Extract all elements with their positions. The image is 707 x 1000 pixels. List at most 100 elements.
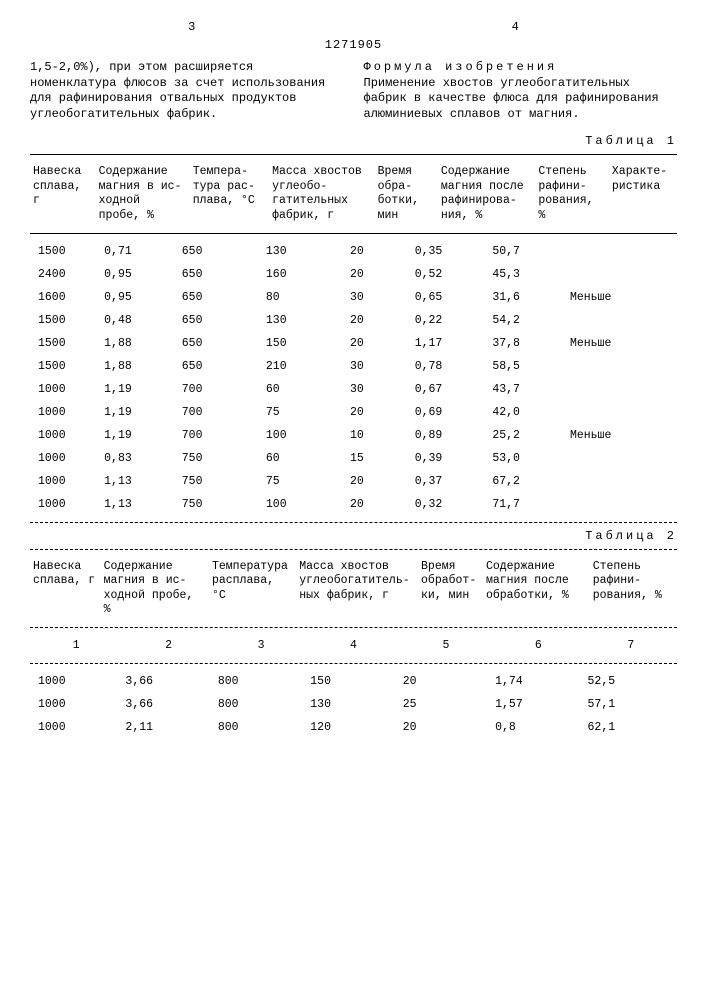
table-cell	[567, 447, 677, 470]
t1-h5: Время обра­ботки, мин	[375, 161, 438, 227]
table-cell: 0,52	[412, 263, 490, 286]
table-cell: 650	[179, 286, 263, 309]
table-cell: 1,13	[101, 470, 179, 493]
table-cell: 1000	[30, 447, 101, 470]
table-cell: 130	[307, 693, 399, 716]
table-cell: 1500	[30, 355, 101, 378]
table-row: 10003,66800130251,5757,1	[30, 693, 677, 716]
left-paragraph: 1,5-2,0%), при этом расширяется номенкла…	[30, 60, 344, 122]
table-cell: 1000	[30, 693, 122, 716]
formula-title: Формула изобретения	[364, 60, 678, 76]
table-row: 10002,11800120200,862,1	[30, 716, 677, 739]
table-cell: 2,11	[122, 716, 214, 739]
divider	[30, 522, 677, 523]
table-cell: 25	[400, 693, 492, 716]
table-cell: 2400	[30, 263, 101, 286]
table-cell: 100	[263, 493, 347, 516]
table-cell: 0,95	[101, 286, 179, 309]
t2-h2: Содержа­ние маг­ния в ис­ходной пробе, %	[101, 556, 209, 622]
table1: Навеска сплава, г Содержа­ние маг­ния в …	[30, 161, 677, 227]
table-row: 15000,48650130200,2254,2	[30, 309, 677, 332]
table-cell: 0,67	[412, 378, 490, 401]
table-cell: 1,19	[101, 378, 179, 401]
table-row: 15000,71650130200,3550,7	[30, 240, 677, 263]
table-row: 10001,1970075200,6942,0	[30, 401, 677, 424]
table-cell: 1500	[30, 332, 101, 355]
page-num-right: 4	[354, 20, 678, 34]
table-cell	[567, 493, 677, 516]
document-number: 1271905	[30, 38, 677, 52]
table-cell: 1,17	[412, 332, 490, 355]
divider	[30, 233, 677, 234]
table-cell: 57,1	[585, 693, 677, 716]
table-cell: 700	[179, 401, 263, 424]
table-row: 10003,66800150201,7452,5	[30, 670, 677, 693]
table2-body: 10003,66800150201,7452,510003,6680013025…	[30, 670, 677, 739]
t2-h4: Масса хвостов углеобо­гатитель­ных фаб­р…	[296, 556, 418, 622]
table-cell: 30	[347, 355, 412, 378]
table-cell: 1000	[30, 716, 122, 739]
table-row: 10000,8375060150,3953,0	[30, 447, 677, 470]
table-cell: 50,7	[489, 240, 567, 263]
table-cell: 53,0	[489, 447, 567, 470]
table-cell: 1,74	[492, 670, 584, 693]
page-numbers: 3 4	[30, 20, 677, 34]
table-cell	[567, 401, 677, 424]
table1-label: Таблица 1	[30, 134, 677, 148]
table-cell	[567, 355, 677, 378]
table-cell: 150	[263, 332, 347, 355]
table-cell: 75	[263, 470, 347, 493]
table-cell: 700	[179, 378, 263, 401]
table-cell: 700	[179, 424, 263, 447]
table-row: 10001,13750100200,3271,7	[30, 493, 677, 516]
table2-colnums: 1 2 3 4 5 6 7	[30, 634, 677, 657]
table-cell: 0,37	[412, 470, 490, 493]
table-cell: 20	[347, 493, 412, 516]
table-cell: 0,69	[412, 401, 490, 424]
right-column: Формула изобретения Применение хвостов у…	[364, 60, 678, 122]
table-cell: 750	[179, 493, 263, 516]
table-cell: 20	[347, 263, 412, 286]
table-cell: 20	[347, 309, 412, 332]
t2-n5: 5	[400, 634, 492, 657]
divider	[30, 663, 677, 664]
table-cell: 3,66	[122, 693, 214, 716]
table-cell: 54,2	[489, 309, 567, 332]
table-row: 10001,19700100100,8925,2Меньше	[30, 424, 677, 447]
table-cell: 20	[347, 470, 412, 493]
table-cell: 100	[263, 424, 347, 447]
table-cell: 650	[179, 263, 263, 286]
table-cell	[567, 240, 677, 263]
table-cell: 1500	[30, 240, 101, 263]
intro-columns: 1,5-2,0%), при этом расширяется номенкла…	[30, 60, 677, 122]
table-cell: 150	[307, 670, 399, 693]
table-cell: 0,39	[412, 447, 490, 470]
table-cell: 1,19	[101, 401, 179, 424]
table-cell: 1000	[30, 424, 101, 447]
table-cell: 80	[263, 286, 347, 309]
table-cell: Меньше	[567, 286, 677, 309]
t2-n6: 6	[492, 634, 584, 657]
t1-h6: Содержа­ние маг­ния пос­ле рафи­нирова­н…	[438, 161, 535, 227]
divider	[30, 549, 677, 550]
table-cell: 0,35	[412, 240, 490, 263]
table-cell: 1000	[30, 670, 122, 693]
table2-subhead: 1 2 3 4 5 6 7	[30, 634, 677, 657]
table-row: 16000,9565080300,6531,6Меньше	[30, 286, 677, 309]
table-cell: 130	[263, 309, 347, 332]
table-cell	[567, 309, 677, 332]
table-cell: 800	[215, 716, 307, 739]
table-row: 24000,95650160200,5245,3	[30, 263, 677, 286]
table-cell: 60	[263, 447, 347, 470]
table-cell: 650	[179, 355, 263, 378]
table-cell: 31,6	[489, 286, 567, 309]
table2-label: Таблица 2	[30, 529, 677, 543]
table-cell: 0,83	[101, 447, 179, 470]
t1-h7: Степень рафини­рова­ния, %	[535, 161, 609, 227]
t1-h1: Навеска сплава, г	[30, 161, 96, 227]
table-cell: 650	[179, 309, 263, 332]
table1-body: 15000,71650130200,3550,724000,9565016020…	[30, 240, 677, 516]
table-cell	[567, 263, 677, 286]
table-row: 10001,1375075200,3767,2	[30, 470, 677, 493]
table-cell: 0,78	[412, 355, 490, 378]
